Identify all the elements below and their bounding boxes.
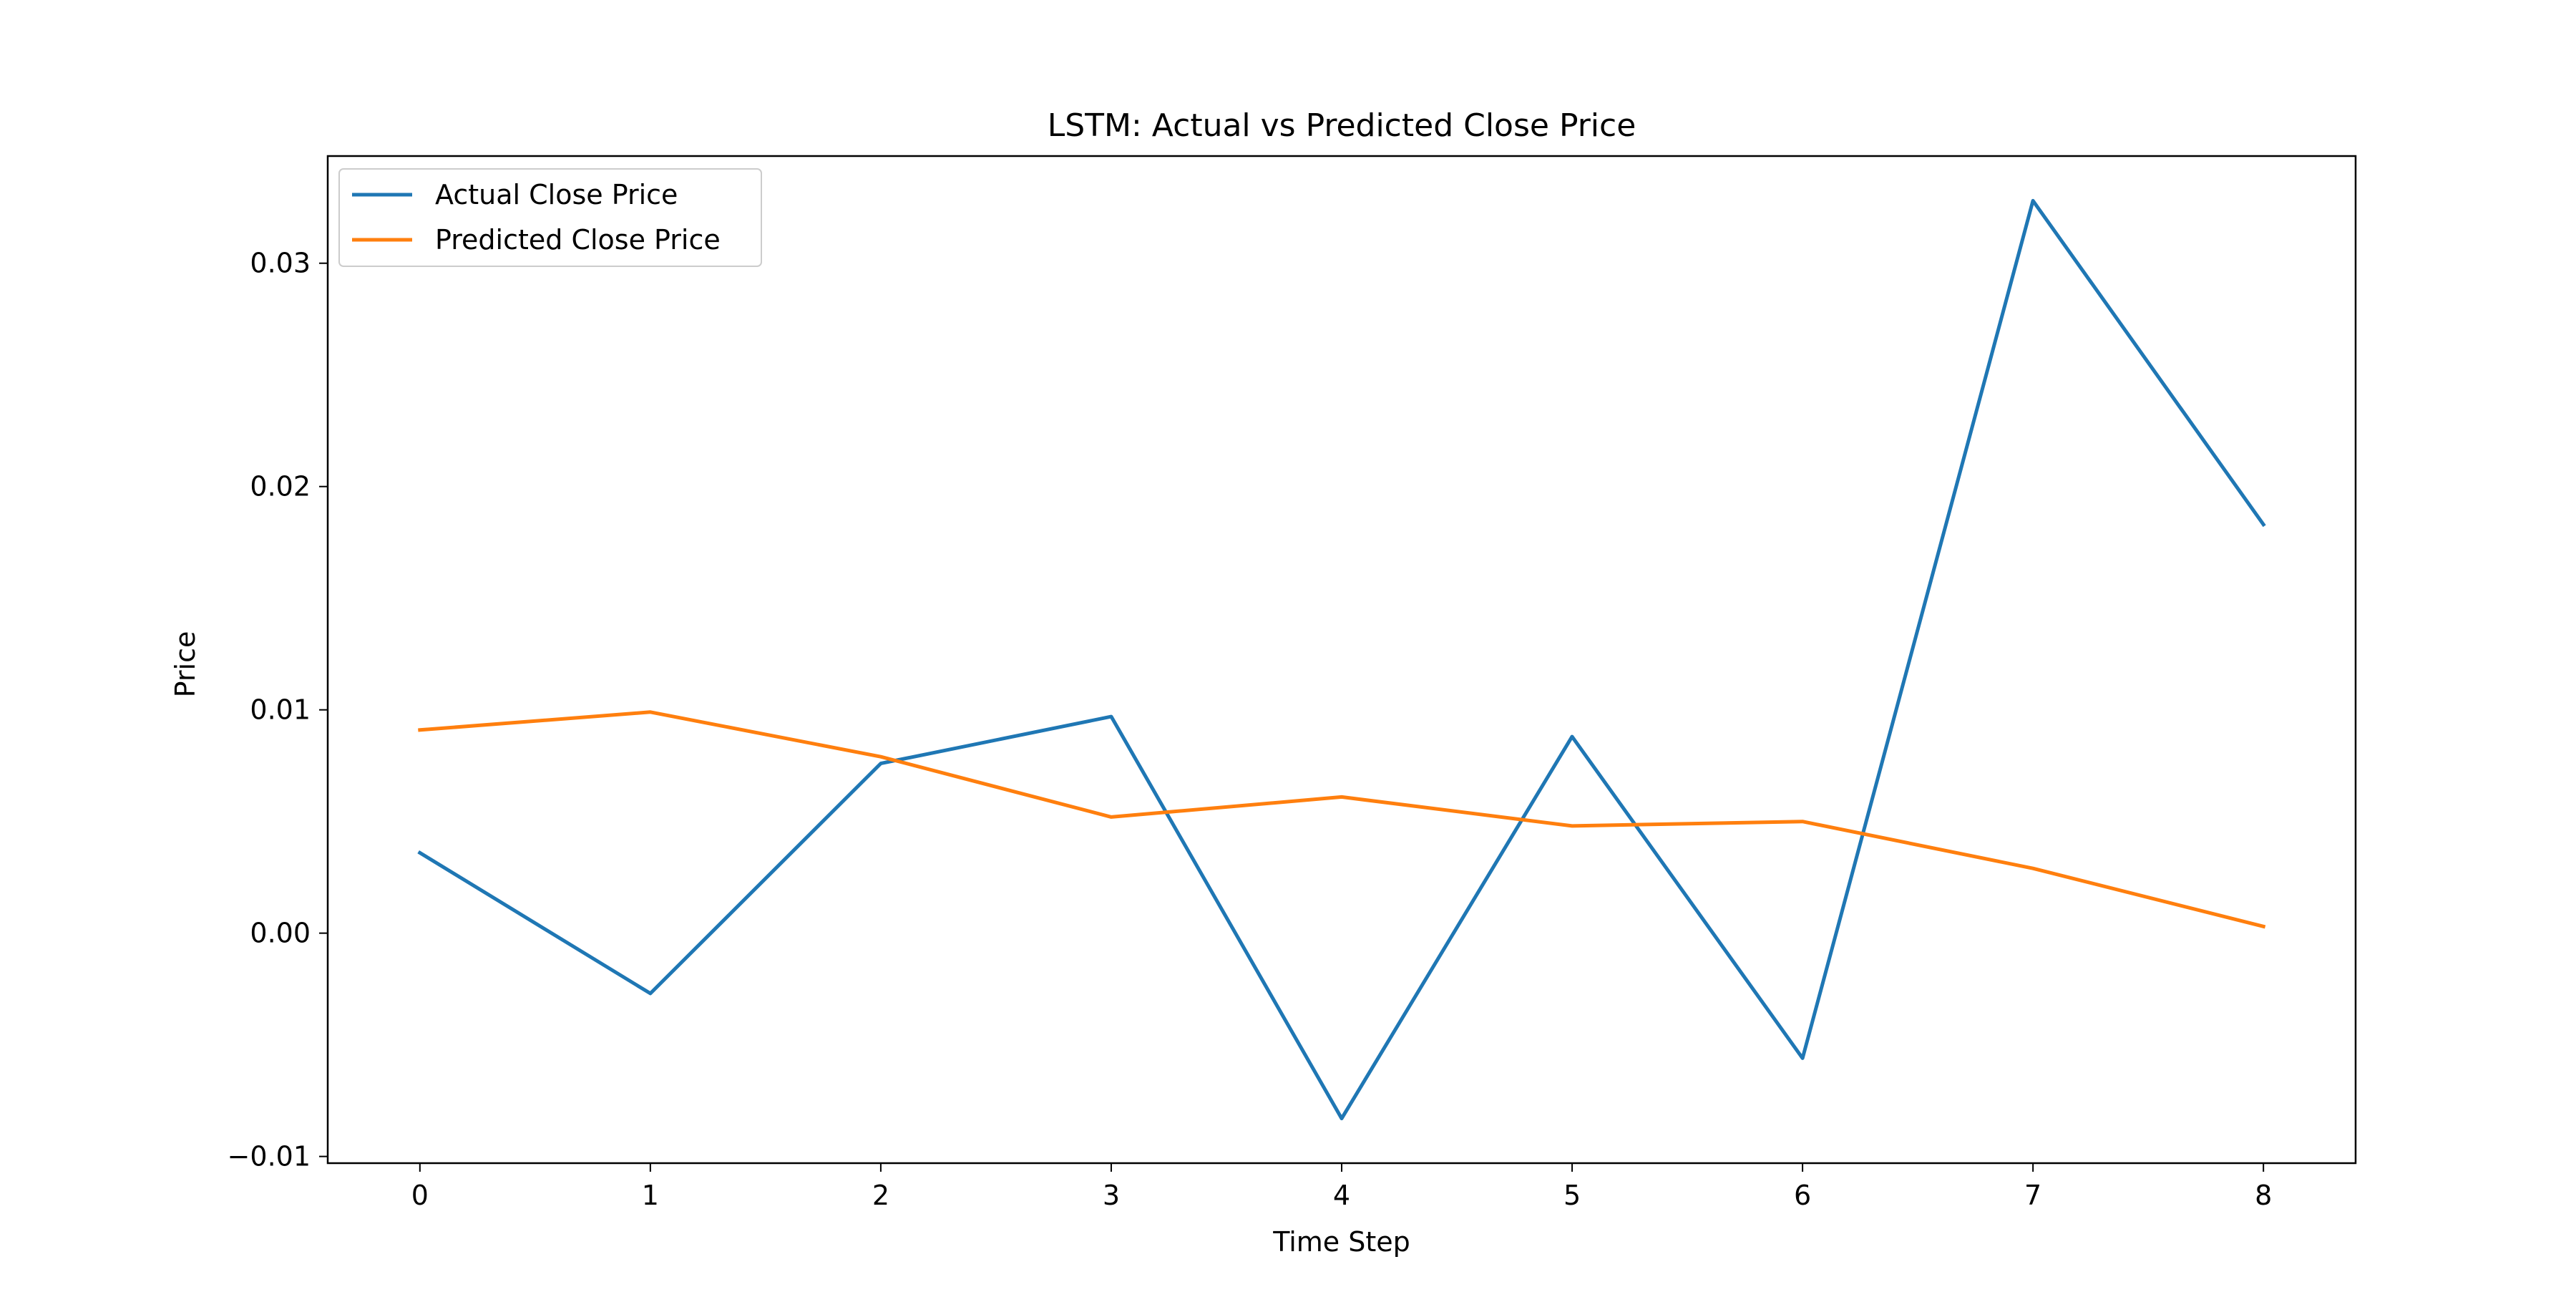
y-tick-label: 0.01: [250, 694, 311, 726]
y-tick-label: −0.01: [228, 1141, 311, 1172]
series-line-2: [418, 710, 2266, 929]
legend-label-1: Actual Close Price: [435, 179, 678, 210]
x-tick-label: 4: [1333, 1180, 1350, 1211]
legend-label-2: Predicted Close Price: [435, 224, 721, 256]
x-tick-label: 7: [2024, 1180, 2041, 1211]
y-tick-label: 0.02: [250, 471, 311, 502]
plot-area: 0 1 2 3 4 5 6 7 8 −0.01 0.00 0.01 0.02 0.03 Actual Clo…: [228, 155, 2357, 1211]
x-tick-label: 5: [1563, 1180, 1581, 1211]
y-tick-label: 0.00: [250, 918, 311, 949]
x-axis-label: Time Step: [1272, 1226, 1410, 1258]
series-line-1: [417, 198, 2266, 1121]
x-tick-label: 1: [642, 1180, 659, 1211]
x-tick-label: 0: [411, 1180, 429, 1211]
y-axis-label: Price: [170, 631, 201, 698]
y-tick-label: 0.03: [250, 248, 311, 279]
x-tick-label: 2: [872, 1180, 889, 1211]
x-tick-label: 6: [1794, 1180, 1811, 1211]
legend-box: [338, 168, 762, 267]
x-tick-label: 8: [2255, 1180, 2272, 1211]
chart-title: LSTM: Actual vs Predicted Close Price: [1048, 107, 1636, 144]
x-tick-label: 3: [1103, 1180, 1120, 1211]
